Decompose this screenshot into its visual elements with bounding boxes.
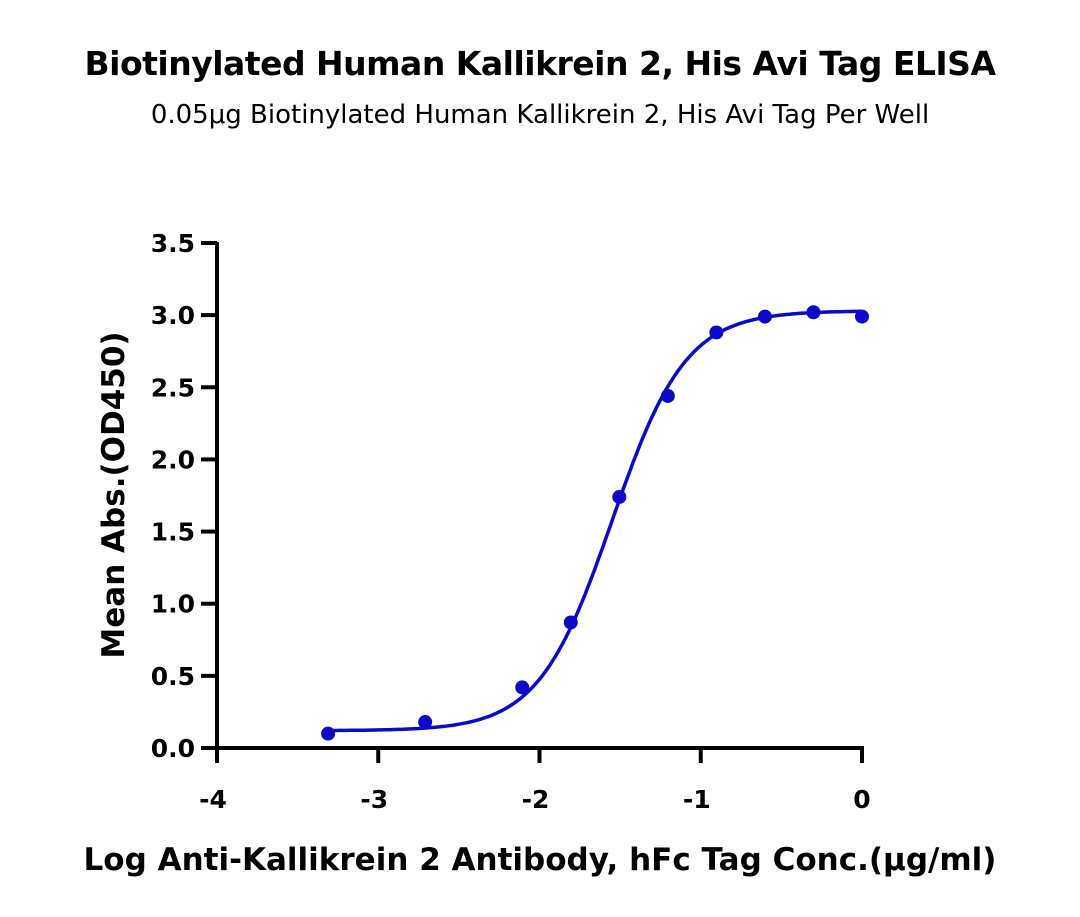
x-tick-label: -3 [360,785,388,814]
y-axis-label: Mean Abs.(OD450) [96,331,132,658]
data-point [660,388,675,403]
y-tick-label: 2.5 [151,373,195,402]
x-tick-label: -1 [683,785,711,814]
data-point [612,489,627,504]
y-tick-label: 0.5 [151,662,195,691]
y-tick-label: 3.0 [151,301,195,330]
chart-title: Biotinylated Human Kallikrein 2, His Avi… [84,44,996,83]
axes: 0.0 0.5 1.0 1.5 2.0 2.5 3.0 3.5 -4 -3 -2 -1 0 [151,229,871,814]
data-point [757,309,772,324]
x-tick-label: -4 [199,785,227,814]
data-points [321,305,869,741]
data-point [855,309,869,324]
y-tick-label: 2.0 [151,445,195,474]
x-tick-label: 0 [853,785,870,814]
chart-subtitle: 0.05μg Biotinylated Human Kallikrein 2, … [150,100,930,130]
data-point [515,680,530,695]
data-point [563,615,578,630]
x-tick-label: -2 [522,785,550,814]
data-point [709,325,724,340]
data-point [418,715,433,730]
y-tick-label: 1.0 [151,590,195,619]
fit-curve [328,309,862,733]
data-point [321,726,336,741]
y-tick-label: 0.0 [151,734,195,763]
y-tick-label: 1.5 [151,518,195,547]
data-point [806,305,821,320]
x-axis-label: Log Anti-Kallikrein 2 Antibody, hFc Tag … [84,842,997,878]
y-tick-label: 3.5 [151,229,195,258]
